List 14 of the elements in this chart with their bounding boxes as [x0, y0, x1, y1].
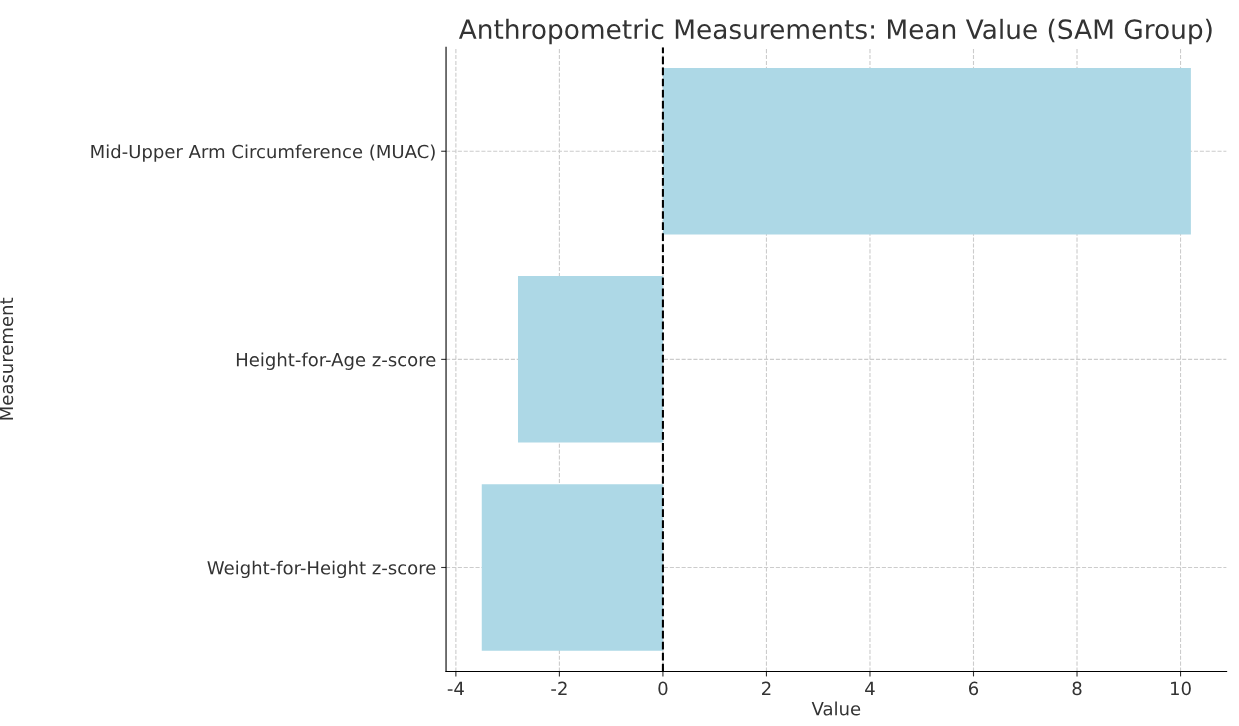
x-tick-label: 0 — [658, 681, 668, 696]
y-tick-label: Mid-Upper Arm Circumference (MUAC) — [91, 144, 435, 162]
x-tick-label: 6 — [969, 681, 979, 696]
x-tick-label: 10 — [1171, 681, 1191, 696]
y-tick-label: Weight-for-Height z-score — [207, 560, 436, 579]
x-tick-label: 8 — [1072, 681, 1082, 696]
chart-title: Anthropometric Measurements: Mean Value (SAM Group) — [458, 18, 1212, 45]
x-axis-title: Value — [811, 701, 861, 716]
x-tick-label: -2 — [551, 681, 567, 695]
x-tick-label: 4 — [865, 681, 875, 695]
y-tick-label: Height-for-Age z-score — [236, 352, 436, 370]
x-tick-label: -4 — [447, 681, 464, 695]
y-axis-title: Measurement — [0, 297, 14, 420]
x-tick-label: 2 — [762, 681, 771, 695]
